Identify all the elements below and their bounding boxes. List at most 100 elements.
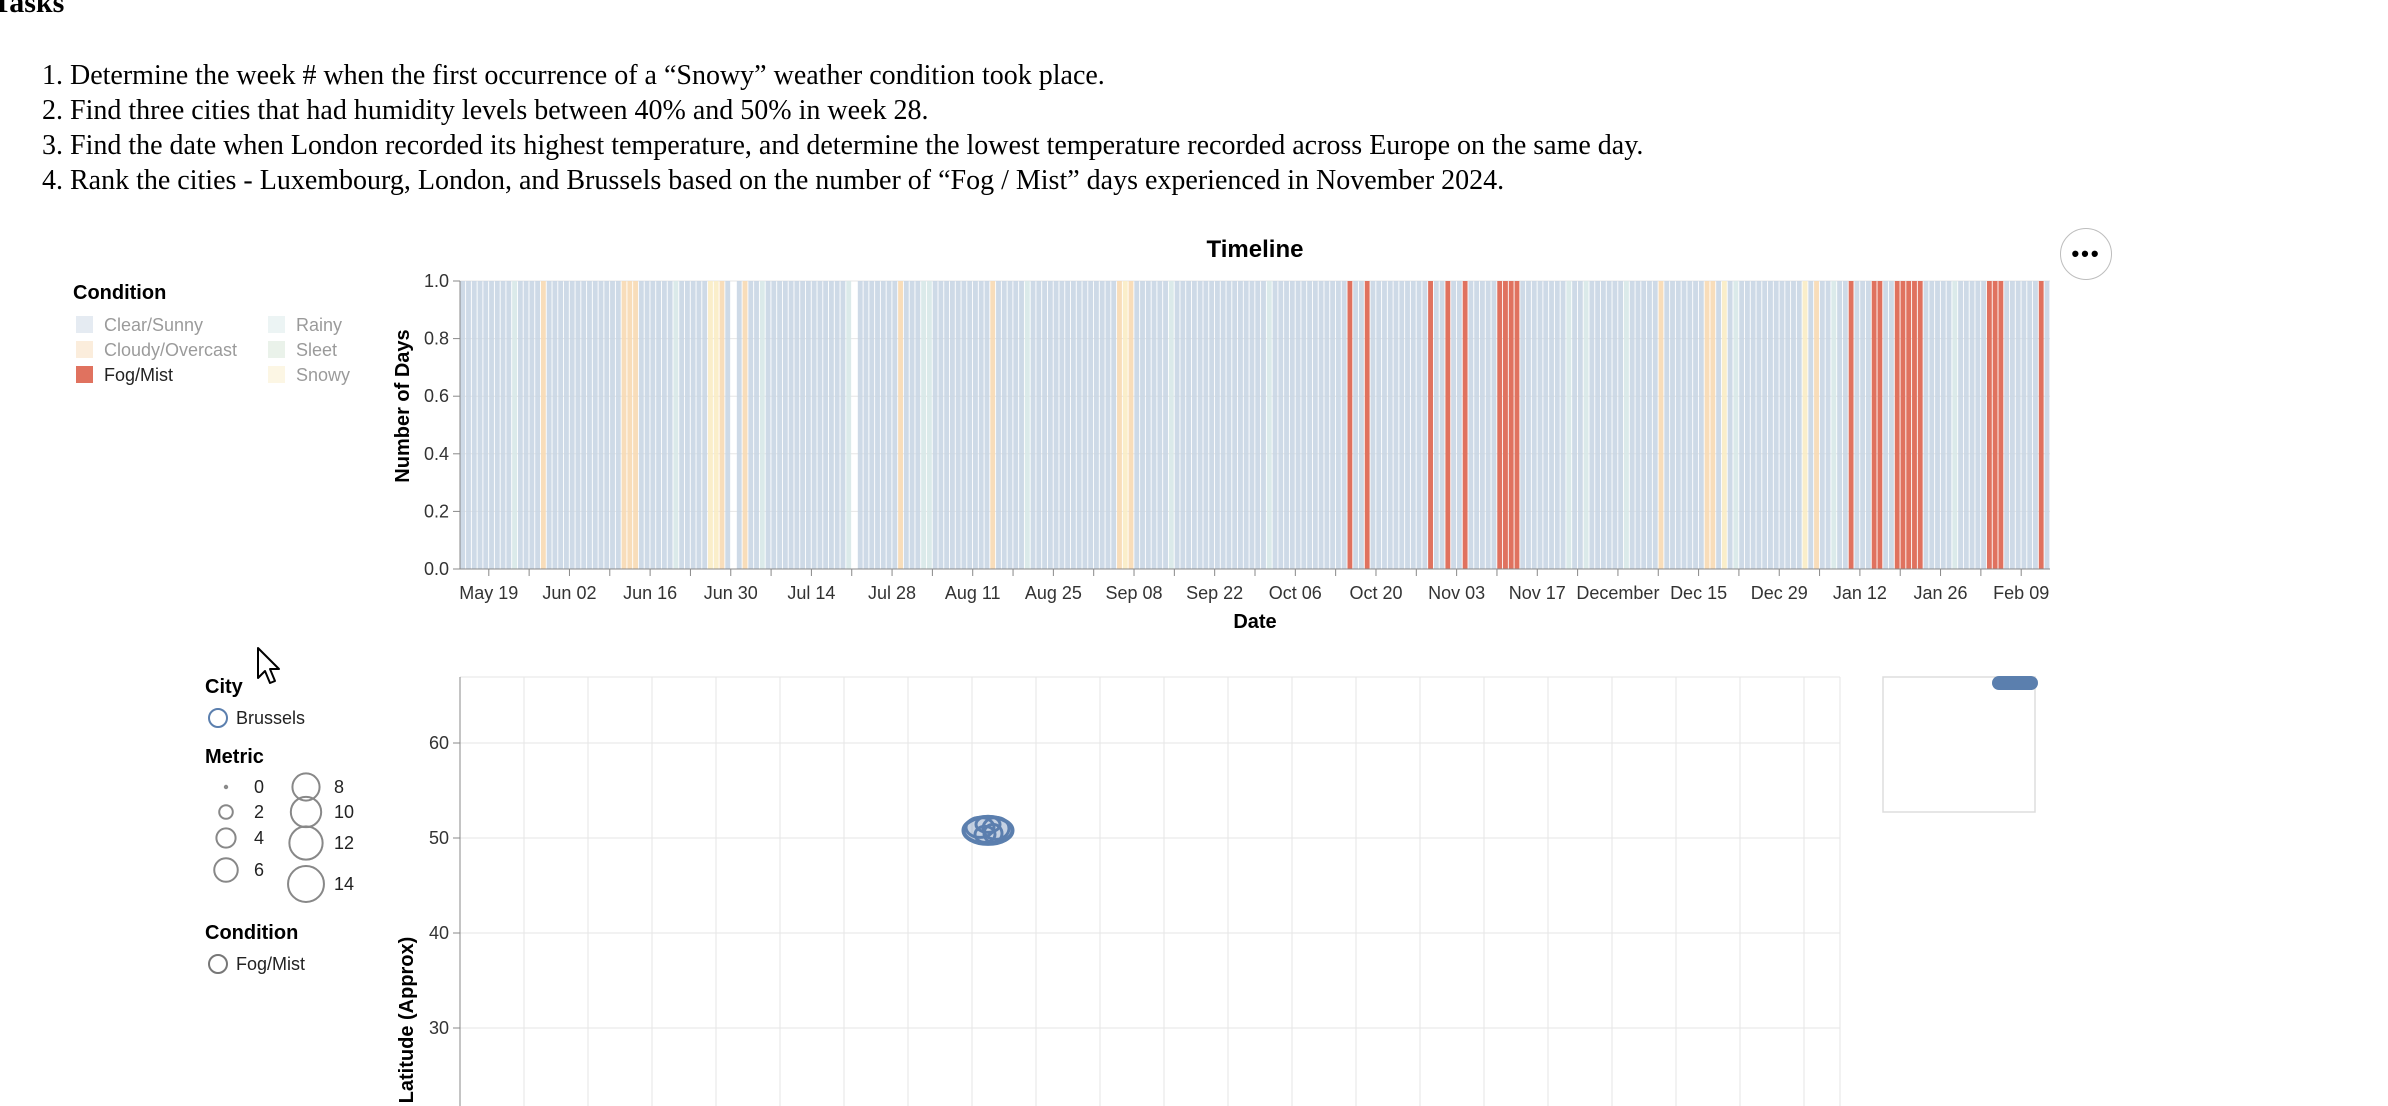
timeline-bar-clear[interactable] (765, 281, 771, 569)
timeline-bars[interactable] (460, 281, 2050, 569)
timeline-bar-clear[interactable] (1272, 281, 1278, 569)
timeline-bar-clear[interactable] (1341, 281, 1347, 569)
timeline-bar-cloudy-overcast[interactable] (1128, 281, 1134, 569)
timeline-bar-clear[interactable] (805, 281, 811, 569)
timeline-bar-clear[interactable] (1358, 281, 1364, 569)
timeline-bar-clear[interactable] (471, 281, 477, 569)
timeline-bar-clear[interactable] (1370, 281, 1376, 569)
timeline-bar-clear[interactable] (460, 281, 466, 569)
timeline-bar-clear[interactable] (1531, 281, 1537, 569)
timeline-bar-clear[interactable] (1664, 281, 1670, 569)
timeline-bar-clear[interactable] (1249, 281, 1255, 569)
timeline-bar-clear[interactable] (1969, 281, 1975, 569)
timeline-bar-clear[interactable] (1549, 281, 1554, 569)
timeline-bar-clear[interactable] (1779, 281, 1785, 569)
timeline-bar-clear[interactable] (506, 281, 512, 569)
timeline-bar-clear[interactable] (886, 281, 892, 569)
timeline-bar-clear[interactable] (1756, 281, 1762, 569)
timeline-bar-fog-mist[interactable] (1877, 281, 1883, 569)
timeline-bar-clear[interactable] (973, 281, 978, 569)
timeline-bar-clear[interactable] (1698, 281, 1704, 569)
timeline-bar-clear[interactable] (1670, 281, 1675, 569)
timeline-bar-clear[interactable] (1220, 281, 1226, 569)
timeline-bar-clear[interactable] (1416, 281, 1422, 569)
metric-legend-item[interactable]: 6 (213, 857, 264, 883)
timeline-bar-clear[interactable] (794, 281, 800, 569)
timeline-bar-clear[interactable] (875, 281, 880, 569)
timeline-bar-clear[interactable] (1963, 281, 1969, 569)
timeline-bar-clear[interactable] (1456, 281, 1462, 569)
timeline-bar-clear[interactable] (823, 281, 829, 569)
timeline-bar-clear[interactable] (1739, 281, 1745, 569)
timeline-bar-clear[interactable] (1577, 281, 1583, 569)
timeline-bar-clear[interactable] (857, 281, 863, 569)
timeline-bar-clear[interactable] (1145, 281, 1151, 569)
timeline-bar-clear[interactable] (661, 281, 667, 569)
timeline-bar-clear[interactable] (1520, 281, 1526, 569)
timeline-bar-clear[interactable] (1526, 281, 1531, 569)
timeline-bar-clear[interactable] (736, 281, 742, 569)
map-points[interactable] (961, 814, 1015, 846)
timeline-bar-clear[interactable] (679, 281, 685, 569)
timeline-bar-clear[interactable] (489, 281, 494, 569)
timeline-bar-clear[interactable] (1405, 281, 1410, 569)
timeline-bar-clear[interactable] (610, 281, 615, 569)
timeline-bar-clear[interactable] (517, 281, 523, 569)
timeline-bar-clear[interactable] (1808, 281, 1814, 569)
timeline-bar-clear[interactable] (2015, 281, 2021, 569)
timeline-bar-fog-mist[interactable] (1912, 281, 1917, 569)
timeline-bar-fog-mist[interactable] (1894, 281, 1900, 569)
timeline-bar-clear[interactable] (1301, 281, 1307, 569)
timeline-bar-clear[interactable] (1330, 281, 1336, 569)
timeline-bar-clear[interactable] (1036, 281, 1042, 569)
timeline-bar-clear[interactable] (1019, 281, 1024, 569)
timeline-bar-fog-mist[interactable] (1445, 281, 1451, 569)
timeline-bar-rainy[interactable] (1583, 281, 1589, 569)
timeline-bar-clear[interactable] (1065, 281, 1071, 569)
timeline-bar-fog-mist[interactable] (1364, 281, 1370, 569)
timeline-bar-clear[interactable] (466, 281, 471, 569)
timeline-bar-rainy[interactable] (1024, 281, 1030, 569)
timeline-bar-clear[interactable] (1716, 281, 1722, 569)
timeline-bar-clear[interactable] (1353, 281, 1359, 569)
timeline-bar-clear[interactable] (1652, 281, 1658, 569)
timeline-bar-clear[interactable] (1422, 281, 1428, 569)
timeline-bar-clear[interactable] (1163, 281, 1168, 569)
timeline-bar-rainy[interactable] (1623, 281, 1629, 569)
timeline-bar-clear[interactable] (978, 281, 984, 569)
timeline-bar-clear[interactable] (1007, 281, 1013, 569)
timeline-bar-clear[interactable] (834, 281, 840, 569)
timeline-bar-clear[interactable] (1203, 281, 1209, 569)
timeline-bar-clear[interactable] (615, 281, 621, 569)
timeline-bar-fog-mist[interactable] (1503, 281, 1508, 569)
timeline-bar-clear[interactable] (1543, 281, 1549, 569)
timeline-bar-clear[interactable] (1295, 281, 1301, 569)
timeline-bar-clear[interactable] (581, 281, 587, 569)
timeline-bar-clear[interactable] (1042, 281, 1048, 569)
timeline-bar-clear[interactable] (1491, 281, 1497, 569)
timeline-bar-clear[interactable] (1214, 281, 1220, 569)
timeline-bar-fog-mist[interactable] (1428, 281, 1433, 569)
timeline-bar-clear[interactable] (944, 281, 950, 569)
timeline-bar-clear[interactable] (500, 281, 506, 569)
timeline-bar-clear[interactable] (1773, 281, 1779, 569)
timeline-bar-clear[interactable] (563, 281, 569, 569)
timeline-bar-rainy[interactable] (1566, 281, 1572, 569)
timeline-bar-fog-mist[interactable] (1347, 281, 1353, 569)
timeline-bar-clear[interactable] (650, 281, 656, 569)
timeline-bar-clear[interactable] (483, 281, 489, 569)
timeline-bar-cloudy-overcast[interactable] (1710, 281, 1716, 569)
timeline-bar-clear[interactable] (1197, 281, 1203, 569)
metric-legend-item[interactable]: 10 (289, 795, 354, 829)
timeline-bar-clear[interactable] (1612, 281, 1618, 569)
timeline-bar-rainy[interactable] (1733, 281, 1739, 569)
timeline-bar-clear[interactable] (1981, 281, 1987, 569)
timeline-bar-clear[interactable] (575, 281, 581, 569)
timeline-bar-clear[interactable] (1572, 281, 1578, 569)
timeline-bar-clear[interactable] (1382, 281, 1387, 569)
timeline-bar-clear[interactable] (1307, 281, 1313, 569)
timeline-bar-clear[interactable] (1439, 281, 1445, 569)
map-legend[interactable]: City Brussels Metric 0 2 4 6 8 10 12 14 Condition Fo… (205, 676, 354, 974)
timeline-bar-clear[interactable] (1629, 281, 1635, 569)
legend-item-cloudy-overcast[interactable]: Cloudy/Overcast (76, 340, 237, 360)
